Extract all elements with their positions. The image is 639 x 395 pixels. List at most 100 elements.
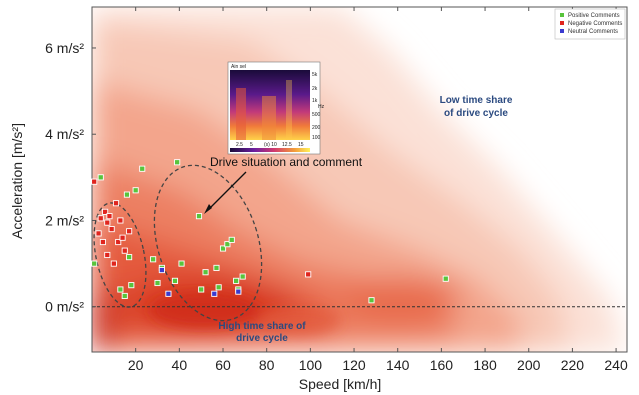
y-tick-label: 6 m/s² [45, 40, 84, 56]
neutral-comment-point [165, 290, 172, 297]
y-axis-label: Acceleration [m/s²] [9, 123, 25, 239]
annotation-arrow [208, 171, 247, 210]
legend: Positive Comments Negative Comments Neut… [554, 8, 626, 40]
legend-box [554, 8, 626, 40]
legend-label-neutral: Neutral Comments [568, 29, 618, 35]
spectrogram-xtick: 15 [298, 142, 304, 148]
annotation-high-share-2: drive cycle [236, 333, 288, 344]
negative-comment-point [104, 251, 111, 259]
spectrogram-tick: 200 [312, 125, 321, 131]
positive-cluster-ellipse [153, 164, 263, 322]
x-tick-label: 120 [342, 357, 366, 373]
positive-comment-point [150, 256, 157, 263]
annotation-high-share-1: High time share of [218, 321, 306, 332]
positive-comment-point [442, 275, 449, 282]
y-axis-ticks: 0 m/s² 2 m/s² 4 m/s² 6 m/s² [45, 40, 96, 315]
spectrogram-tick: 100 [312, 135, 321, 141]
negative-cluster-ellipse [93, 202, 147, 308]
y-tick-label: 2 m/s² [45, 212, 84, 228]
positive-comment-point [224, 241, 231, 248]
negative-comment-point [104, 219, 111, 226]
negative-comment-point [102, 208, 109, 215]
negative-comment-point [305, 271, 312, 278]
x-axis-ticks: 20 40 60 80 100 120 140 160 180 200 220 240 [128, 7, 628, 373]
positive-comment-point [126, 254, 133, 261]
negative-comment-point [106, 213, 113, 220]
x-tick-label: 240 [604, 357, 628, 373]
positive-comment-point [139, 165, 146, 172]
positive-comment-point [233, 277, 240, 284]
spectrogram-xtick: 2.5 [236, 142, 243, 148]
x-tick-label: 180 [473, 357, 497, 373]
spectrogram-tick: 500 [312, 112, 321, 118]
positive-comment-point [128, 282, 135, 289]
neutral-comment-point [235, 288, 242, 295]
neutral-comment-point [158, 267, 165, 274]
negative-comment-point [110, 260, 117, 267]
x-tick-label: 60 [215, 357, 231, 373]
positive-comment-point [117, 286, 124, 293]
spectrogram-xtick: (s) 10 [264, 142, 277, 148]
legend-label-negative: Negative Comments [568, 21, 622, 27]
spectrogram-xtick: 5 [250, 142, 253, 148]
negative-comment-point [121, 247, 128, 254]
positive-comment-point [154, 279, 161, 287]
positive-comment-point [215, 284, 222, 291]
negative-comment-point [99, 238, 106, 246]
negative-comment-point [117, 217, 124, 224]
positive-comment-point [219, 245, 227, 252]
negative-comment-point [119, 234, 126, 241]
positive-comment-point [195, 213, 203, 220]
positive-comment-point [91, 260, 98, 267]
positive-comment-point [171, 277, 179, 284]
x-tick-label: 220 [561, 357, 585, 373]
spectrogram-xtick: 12.5 [282, 142, 292, 148]
negative-comment-point [97, 215, 104, 222]
positive-comment-point [97, 174, 104, 181]
spectrogram-tick: 5k [312, 72, 318, 78]
y-tick-label: 4 m/s² [45, 126, 84, 142]
y-tick-label: 0 m/s² [45, 299, 84, 315]
legend-swatch-positive [560, 13, 564, 17]
negative-comment-point [91, 178, 98, 185]
positive-comment-point [198, 286, 205, 293]
annotation-low-share-1: Low time share [440, 95, 513, 106]
negative-comment-point [112, 200, 120, 207]
negative-comment-point [126, 228, 133, 235]
positive-comment-point [239, 273, 246, 280]
annotation-arrowhead [204, 204, 212, 214]
x-tick-label: 20 [128, 357, 144, 373]
spectrogram-tick: 1k [312, 98, 318, 104]
x-tick-label: 160 [430, 357, 454, 373]
spectrogram-tick: 2k [312, 86, 318, 92]
x-tick-label: 40 [172, 357, 188, 373]
spectrogram-title: Ain sel [231, 64, 246, 70]
x-tick-label: 140 [386, 357, 410, 373]
legend-swatch-neutral [560, 29, 564, 33]
positive-comment-point [174, 159, 181, 166]
positive-comment-point [368, 297, 375, 304]
x-axis-label: Speed [km/h] [299, 376, 382, 392]
negative-comment-point [108, 226, 115, 233]
x-tick-label: 100 [299, 357, 323, 373]
spectrogram-inset: Ain sel 5k 2k 1k 500 200 100 Hz 2.5 5 (s… [227, 61, 325, 155]
positive-comment-point [123, 191, 130, 198]
positive-comment-point [132, 187, 139, 194]
positive-comment-point [178, 260, 185, 267]
spectrogram-unit: Hz [318, 104, 325, 110]
negative-comment-point [95, 230, 102, 237]
neutral-comment-point [211, 290, 218, 297]
positive-comment-point [121, 292, 128, 299]
legend-swatch-negative [560, 21, 564, 25]
negative-comment-point [115, 238, 122, 246]
density-heatmap [92, 7, 625, 352]
x-tick-label: 200 [517, 357, 541, 373]
legend-label-positive: Positive Comments [568, 13, 620, 19]
positive-comment-point [202, 269, 209, 276]
positive-comment-point [213, 264, 220, 271]
positive-comment-point [228, 236, 235, 243]
data-points [91, 159, 449, 304]
annotation-low-share-2: of drive cycle [444, 108, 508, 119]
annotation-drive-situation: Drive situation and comment [210, 155, 363, 169]
